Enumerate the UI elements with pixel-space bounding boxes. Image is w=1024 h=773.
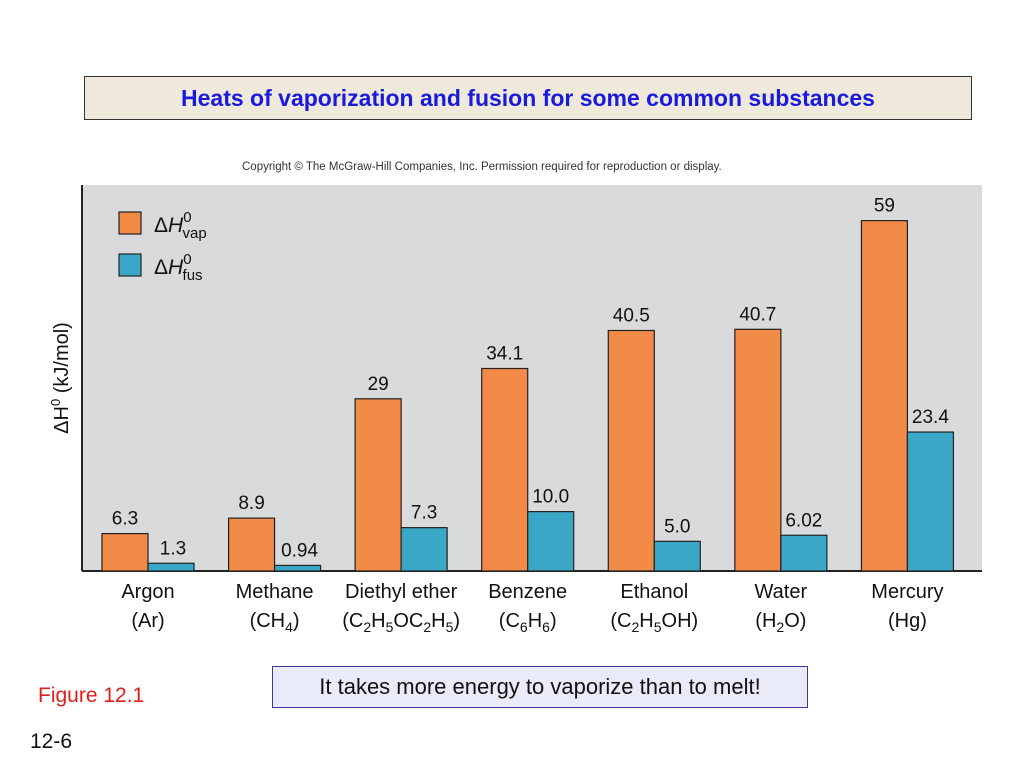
bar-fus-mercury bbox=[906, 431, 955, 572]
category-formula-argon: (Ar) bbox=[131, 610, 164, 632]
category-formula-water: (H2O) bbox=[755, 610, 806, 635]
data-label-vap-benzene: 34.1 bbox=[486, 343, 523, 364]
bar-vap-water bbox=[734, 328, 782, 572]
slide-number: 12-6 bbox=[30, 730, 73, 753]
slide-title-box: Heats of vaporization and fusion for som… bbox=[84, 76, 972, 120]
data-label-fus-argon: 1.3 bbox=[160, 538, 186, 559]
legend-swatch-vap bbox=[118, 211, 142, 235]
data-label-fus-benzene: 10.0 bbox=[532, 487, 569, 508]
note-text: It takes more energy to vaporize than to… bbox=[319, 674, 761, 699]
bar-vap-ethanol bbox=[607, 329, 655, 572]
data-label-vap-ethanol: 40.5 bbox=[613, 305, 650, 326]
data-label-fus-water: 6.02 bbox=[785, 510, 822, 531]
category-label-methane: Methane bbox=[236, 581, 314, 603]
category-label-water: Water bbox=[755, 581, 808, 603]
bar-vap-argon bbox=[101, 532, 149, 572]
category-formula-mercury: (Hg) bbox=[888, 610, 927, 632]
data-label-vap-mercury: 59 bbox=[874, 196, 895, 217]
legend-swatch-fus bbox=[118, 253, 142, 277]
bar-fus-methane bbox=[273, 564, 322, 572]
category-label-mercury: Mercury bbox=[871, 581, 943, 603]
note-box: It takes more energy to vaporize than to… bbox=[272, 666, 808, 708]
data-label-vap-diethyl-ether: 29 bbox=[368, 374, 389, 395]
data-label-vap-water: 40.7 bbox=[739, 304, 776, 325]
data-label-fus-mercury: 23.4 bbox=[912, 407, 949, 428]
category-label-argon: Argon bbox=[121, 581, 174, 603]
category-label-benzene: Benzene bbox=[488, 581, 567, 603]
bar-fus-water bbox=[780, 534, 828, 572]
category-label-ethanol: Ethanol bbox=[620, 581, 688, 603]
plot-background bbox=[82, 185, 982, 571]
bar-fus-diethyl-ether bbox=[400, 527, 448, 572]
data-label-vap-argon: 6.3 bbox=[112, 509, 138, 530]
category-label-diethyl-ether: Diethyl ether bbox=[345, 581, 458, 603]
legend-label-vap: ΔH0 vap bbox=[154, 209, 207, 242]
legend-label-fus: ΔH0 fus bbox=[154, 251, 203, 284]
bar-vap-methane bbox=[227, 517, 276, 572]
category-formula-ethanol: (C2H5OH) bbox=[610, 610, 698, 635]
slide-title: Heats of vaporization and fusion for som… bbox=[181, 84, 875, 111]
category-formula-methane: (CH4) bbox=[250, 610, 300, 635]
category-formula-benzene: (C6H6) bbox=[499, 610, 557, 635]
data-label-fus-diethyl-ether: 7.3 bbox=[411, 503, 437, 524]
bar-vap-mercury bbox=[860, 220, 909, 572]
data-label-fus-methane: 0.94 bbox=[281, 540, 318, 561]
y-axis-label: ΔH0 (kJ/mol) bbox=[48, 322, 73, 434]
copyright-notice: Copyright © The McGraw-Hill Companies, I… bbox=[242, 161, 722, 173]
bar-vap-benzene bbox=[481, 367, 529, 572]
bar-vap-diethyl-ether bbox=[354, 398, 402, 572]
data-label-vap-methane: 8.9 bbox=[238, 493, 264, 514]
bar-fus-ethanol bbox=[653, 540, 701, 572]
bar-fus-argon bbox=[147, 562, 195, 572]
bar-fus-benzene bbox=[527, 511, 575, 572]
category-formula-diethyl-ether: (C2H5OC2H5) bbox=[342, 610, 460, 635]
figure-label: Figure 12.1 bbox=[38, 684, 145, 707]
data-label-fus-ethanol: 5.0 bbox=[664, 516, 690, 537]
